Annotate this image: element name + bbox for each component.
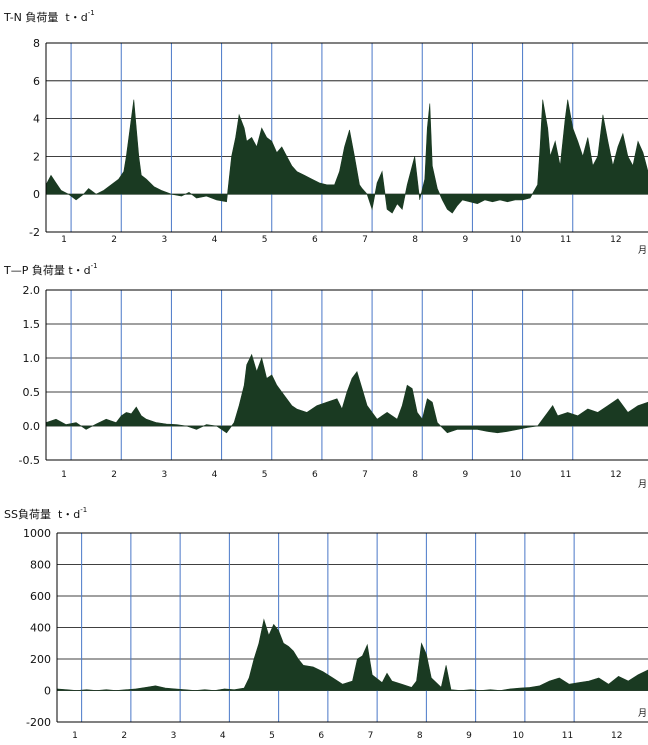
x-tick-label: 11 (562, 731, 573, 741)
x-tick-label: 9 (462, 470, 468, 480)
y-tick-label: 2 (33, 150, 40, 163)
title-unit: t・d (65, 11, 88, 24)
x-tick-label: 8 (412, 470, 418, 480)
y-tick-label: 1.5 (23, 318, 41, 331)
title-exp: -1 (87, 9, 95, 17)
chart-title-ss: SS負荷量 t・d-1 (4, 506, 87, 522)
y-tick-label: 1.0 (23, 352, 41, 365)
x-tick-label: 11 (560, 470, 571, 480)
x-tick-label: 4 (212, 235, 218, 245)
y-tick-label: 200 (30, 653, 51, 666)
y-tick-label: 6 (33, 75, 40, 88)
x-tick-label: 9 (466, 731, 472, 741)
title-exp: -1 (90, 262, 98, 270)
x-tick-label: 12 (610, 470, 621, 480)
y-tick-label: 0.0 (23, 420, 41, 433)
y-tick-label: 600 (30, 590, 51, 603)
x-tick-label: 10 (510, 470, 522, 480)
x-tick-label: 5 (262, 470, 268, 480)
x-tick-label: 10 (513, 731, 525, 741)
y-tick-label: -0.5 (19, 454, 40, 467)
x-tick-label: 2 (111, 235, 117, 245)
x-tick-label: 5 (262, 235, 268, 245)
x-tick-label: 6 (312, 470, 318, 480)
x-tick-label: 6 (318, 731, 324, 741)
chart-title-tn: T-N 負荷量 t・d-1 (4, 9, 95, 25)
data-area (56, 618, 648, 691)
x-tick-label: 12 (610, 235, 621, 245)
y-tick-label: 800 (30, 559, 51, 572)
x-tick-label: 1 (61, 235, 67, 245)
title-main: SS負荷量 (4, 508, 51, 521)
x-tick-label: 5 (269, 731, 275, 741)
x-tick-label: 8 (417, 731, 423, 741)
y-tick-label: -200 (26, 716, 51, 729)
y-tick-label: 1000 (23, 527, 51, 540)
x-tick-label: 12 (611, 731, 622, 741)
y-tick-label: 0 (33, 188, 40, 201)
y-tick-label: 0 (44, 685, 51, 698)
x-tick-label: 1 (72, 731, 78, 741)
y-tick-label: -2 (29, 226, 40, 239)
title-main: T—P 負荷量 (4, 264, 65, 277)
x-tick-label: 7 (362, 235, 368, 245)
x-tick-label: 2 (121, 731, 127, 741)
x-tick-label: 3 (161, 235, 167, 245)
month-unit-label: 月 (638, 480, 648, 490)
y-tick-label: 400 (30, 622, 51, 635)
title-main: T-N 負荷量 (4, 11, 59, 24)
month-unit-label: 月 (638, 709, 648, 719)
title-exp: -1 (80, 506, 88, 514)
x-tick-label: 7 (368, 731, 374, 741)
chart-title-tp: T—P 負荷量 t・d-1 (4, 262, 98, 278)
x-tick-label: 4 (220, 731, 226, 741)
x-tick-label: 9 (462, 235, 468, 245)
title-unit: t・d (68, 264, 91, 277)
x-tick-label: 8 (412, 235, 418, 245)
y-tick-label: 4 (33, 113, 40, 126)
x-tick-label: 4 (212, 470, 218, 480)
x-tick-label: 2 (111, 470, 117, 480)
data-area (45, 99, 648, 214)
month-unit-label: 月 (638, 246, 648, 256)
x-tick-label: 10 (510, 235, 522, 245)
y-tick-label: 2.0 (23, 284, 41, 297)
y-tick-label: 8 (33, 37, 40, 50)
x-tick-label: 1 (61, 470, 67, 480)
x-tick-label: 3 (171, 731, 177, 741)
title-unit: t・d (57, 508, 81, 521)
x-tick-label: 11 (560, 235, 571, 245)
y-tick-label: 0.5 (23, 386, 41, 399)
x-tick-label: 3 (161, 470, 167, 480)
x-tick-label: 6 (312, 235, 318, 245)
x-tick-label: 7 (362, 470, 368, 480)
data-area (45, 353, 648, 434)
